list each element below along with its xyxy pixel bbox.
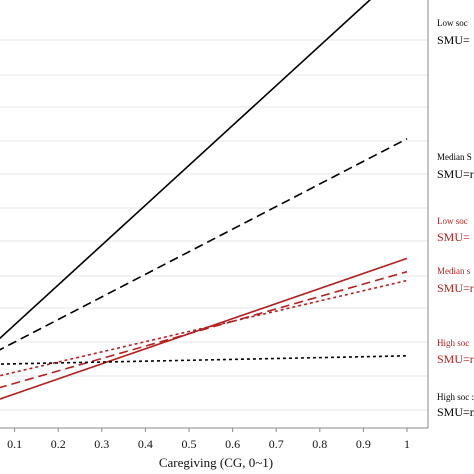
series-line-low_soc_black <box>0 0 372 340</box>
legend-label-median_red: Median s <box>437 266 471 276</box>
x-tick-label: 0.2 <box>51 437 66 451</box>
series-line-median_black <box>0 138 408 351</box>
series-line-high_black <box>0 355 408 365</box>
axes <box>0 0 429 429</box>
x-tick-label: 1 <box>404 437 410 451</box>
legend-label-low_soc_black: Low soc <box>437 18 468 28</box>
x-tick-label: 0.4 <box>138 437 153 451</box>
legend-label-high_black: High soc : <box>437 392 474 402</box>
legend-label-median_black: Median S <box>437 152 472 162</box>
legend-sublabel-median_red: SMU=r <box>437 281 474 295</box>
series-line-low_soc_red <box>0 257 408 400</box>
series-lines <box>0 0 408 400</box>
x-tick-label: 0.3 <box>94 437 109 451</box>
x-ticks: 0.1 0.2 0.3 0.4 0.5 0.6 0.7 0.8 0.9 1 <box>7 428 410 451</box>
legend-sublabel-low_soc_black: SMU= <box>437 33 470 47</box>
x-tick-label: 0.8 <box>312 437 327 451</box>
x-tick-label: 0.9 <box>356 437 371 451</box>
legend-label-low_soc_red: Low soc <box>437 216 468 226</box>
legend-sublabel-low_soc_red: SMU= <box>437 230 470 244</box>
x-tick-label: 0.1 <box>7 437 22 451</box>
legend: Low soc SMU= Median S SMU=r Low soc SMU= Media… <box>437 18 474 419</box>
gridlines <box>0 39 428 411</box>
series-line-median_red <box>0 270 408 389</box>
series-line-high_red <box>0 279 408 377</box>
x-axis-title: Caregiving (CG, 0~1) <box>159 455 273 470</box>
x-tick-label: 0.5 <box>182 437 197 451</box>
legend-sublabel-high_black: SMU=n <box>437 405 474 419</box>
legend-label-high_red: High soc <box>437 338 469 348</box>
x-tick-label: 0.6 <box>225 437 240 451</box>
legend-sublabel-median_black: SMU=r <box>437 167 474 181</box>
legend-sublabel-high_red: SMU=r <box>437 352 474 366</box>
x-tick-label: 0.7 <box>269 437 284 451</box>
